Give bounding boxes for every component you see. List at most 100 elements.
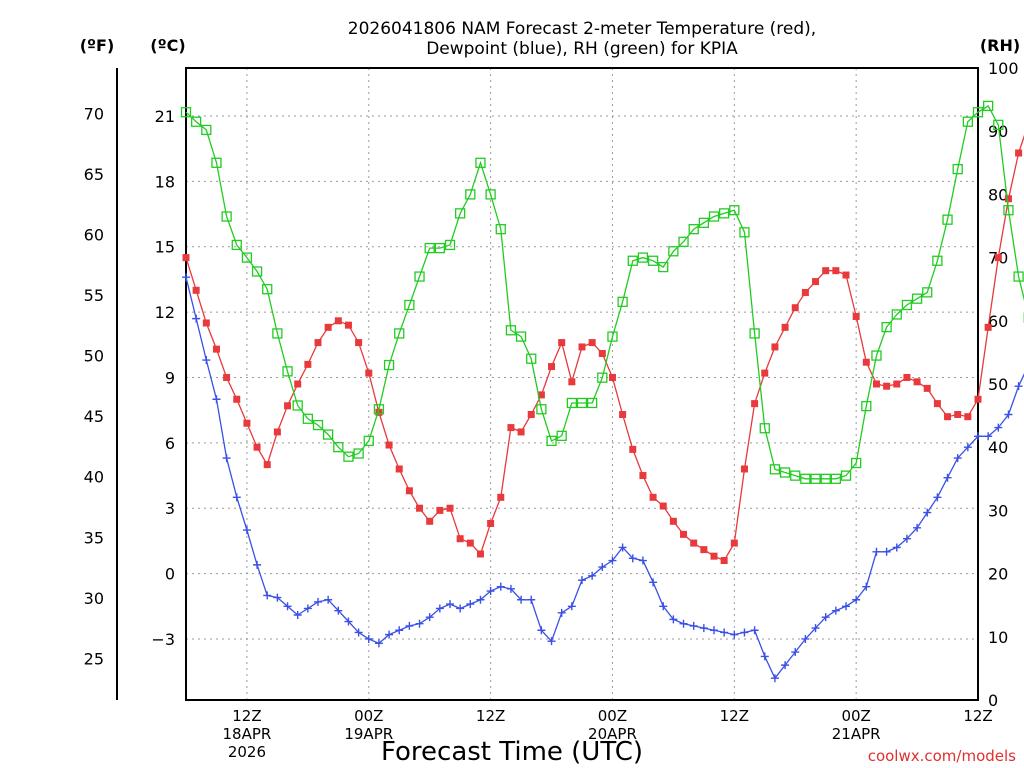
temperature-point [375, 408, 383, 416]
temperature-line [185, 134, 1024, 562]
temperature-point [740, 465, 748, 473]
temperature-point [476, 550, 484, 558]
dewpoint-point [293, 611, 302, 620]
dewpoint-point [405, 621, 414, 630]
rh-point [647, 255, 659, 266]
temperature-point [761, 369, 769, 377]
rh-series [180, 100, 1024, 484]
rh-point [546, 435, 557, 447]
rh-point [881, 321, 892, 333]
dewpoint-point [547, 637, 556, 646]
dewpoint-point [740, 628, 749, 637]
dewpoint-point [933, 493, 942, 502]
rh-point [272, 328, 283, 339]
dewpoint-point [314, 597, 322, 606]
dewpoint-point [253, 560, 262, 569]
rh-tick-label: 40 [988, 438, 1008, 457]
dewpoint-point [923, 508, 932, 517]
temperature-point [984, 323, 992, 331]
temperature-point [944, 413, 952, 421]
temperature-point [619, 411, 627, 419]
dewpoint-point [852, 595, 861, 604]
temperature-point [212, 345, 220, 353]
rh-point [444, 239, 456, 251]
temperature-point [314, 339, 322, 347]
temperature-point [730, 539, 738, 547]
dewpoint-point [892, 543, 901, 552]
rh-point [972, 107, 984, 118]
rh-point [698, 217, 709, 228]
rh-point [201, 124, 212, 136]
dewpoint-point [263, 591, 272, 600]
dewpoint-point [496, 582, 505, 591]
temperature-point [994, 254, 1002, 262]
dewpoint-point [862, 582, 871, 591]
rh-point [465, 189, 476, 200]
rh-point [749, 328, 760, 339]
x-tick-label: 21APR [832, 725, 881, 743]
rh-point [302, 413, 313, 424]
dewpoint-point [385, 630, 394, 639]
dewpoint-point [638, 556, 647, 565]
temperature-point [558, 339, 566, 347]
temperature-point [466, 539, 474, 547]
rh-point [820, 473, 831, 484]
rh-point [231, 239, 242, 251]
rh-tick-label: 30 [988, 501, 1008, 520]
rh-point [373, 404, 385, 415]
dewpoint-point [943, 473, 952, 482]
rh-point [495, 224, 506, 235]
rh-point [830, 473, 841, 484]
rh-point [323, 429, 334, 440]
fahrenheit-tick-label: 50 [84, 347, 104, 366]
rh-point [241, 252, 253, 263]
temperature-point [954, 411, 962, 419]
temperature-point [913, 378, 921, 386]
dewpoint-point [791, 648, 800, 657]
chart-title: 2026041806 NAM Forecast 2-meter Temperat… [348, 19, 816, 39]
rh-point [678, 236, 689, 247]
rh-point [658, 261, 669, 273]
dewpoint-point [659, 602, 668, 611]
temperature-point [832, 267, 840, 275]
rh-point [668, 246, 679, 257]
rh-point [566, 397, 577, 409]
dewpoint-point [202, 356, 211, 365]
rh-point [790, 470, 801, 481]
temperature-point [680, 530, 688, 538]
dewpoint-point [994, 423, 1003, 432]
temperature-point [426, 517, 434, 525]
temperature-series [182, 134, 1024, 565]
temperature-point [527, 411, 535, 419]
temperature-point [436, 506, 444, 514]
temperature-point [446, 504, 454, 512]
dewpoint-point [588, 571, 597, 580]
temperature-point [598, 349, 606, 357]
rh-point [191, 116, 202, 127]
temperature-point [974, 395, 982, 403]
temperature-point [456, 535, 464, 543]
rh-point [505, 325, 517, 336]
temperature-point [416, 504, 424, 512]
rh-point [759, 423, 770, 434]
temperature-point [355, 339, 363, 347]
temperature-point [1004, 195, 1012, 203]
dewpoint-point [344, 617, 353, 626]
rh-point [292, 400, 303, 411]
dewpoint-point [212, 395, 221, 404]
dewpoint-point [557, 608, 566, 617]
dewpoint-point [192, 314, 201, 323]
fahrenheit-tick-label: 60 [84, 226, 104, 245]
rh-point [556, 430, 567, 441]
rh-point [333, 442, 344, 453]
fahrenheit-tick-label: 25 [84, 649, 104, 668]
rh-point [343, 451, 354, 462]
dewpoint-point [720, 628, 729, 637]
dewpoint-point [781, 661, 790, 670]
rh-point [637, 252, 649, 263]
temperature-point [324, 323, 332, 331]
dewpoint-point [618, 543, 627, 552]
x-tick-label: 12Z [963, 707, 992, 725]
dewpoint-series [182, 273, 1024, 683]
